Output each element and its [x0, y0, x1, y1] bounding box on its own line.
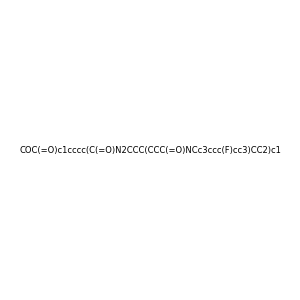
Text: COC(=O)c1cccc(C(=O)N2CCC(CCC(=O)NCc3ccc(F)cc3)CC2)c1: COC(=O)c1cccc(C(=O)N2CCC(CCC(=O)NCc3ccc(…: [19, 146, 281, 154]
